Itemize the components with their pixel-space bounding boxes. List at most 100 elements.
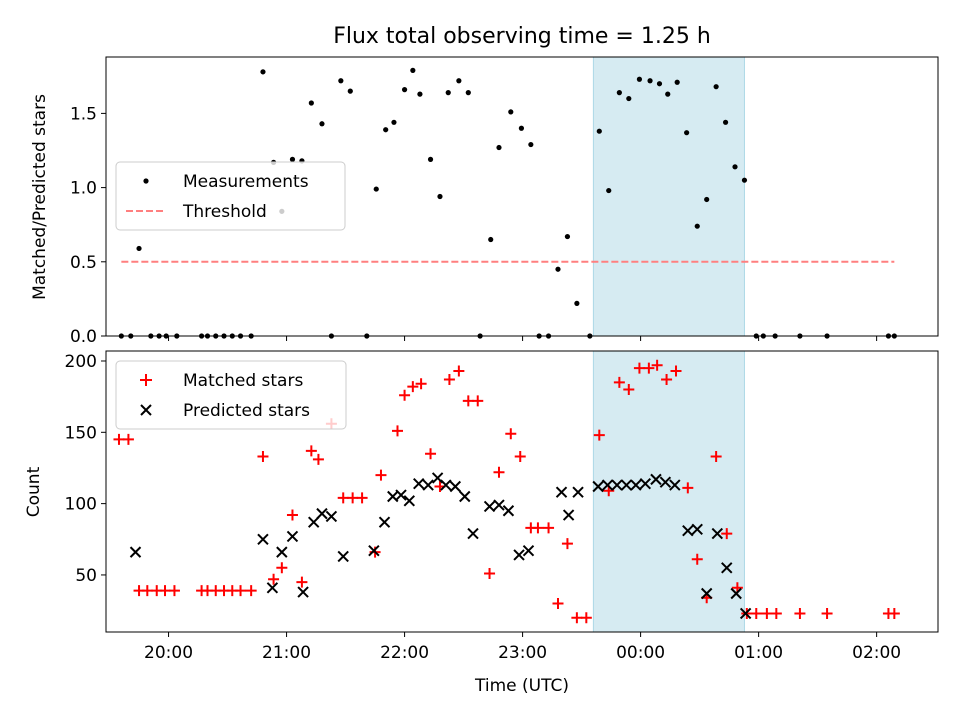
measurement-point (518, 125, 525, 131)
matched-stars-point (375, 469, 387, 481)
xtick-label: 20:00 (144, 643, 193, 663)
matched-stars-point (347, 492, 359, 504)
matched-stars-point (770, 607, 782, 619)
predicted-stars-point (650, 473, 662, 486)
legend-measurements-marker (143, 178, 149, 184)
measurement-point (417, 91, 423, 97)
matched-stars-point (305, 445, 317, 457)
x-axis-label: Time (UTC) (474, 676, 569, 696)
measurement-point (456, 78, 462, 84)
measurement-point (722, 119, 729, 125)
matched-stars-point (514, 451, 526, 463)
top-ytick-label: 0.0 (70, 327, 97, 347)
top-ytick-label: 1.0 (70, 179, 97, 199)
measurement-point (564, 233, 571, 240)
measurement-point (437, 193, 443, 200)
measurement-point (136, 245, 142, 252)
predicted-stars-point (572, 486, 584, 498)
predicted-stars-point (440, 479, 452, 491)
measurement-point (704, 196, 710, 203)
xtick-label: 02:00 (852, 643, 901, 663)
predicted-stars-point (682, 525, 694, 537)
legend-predicted-marker (140, 404, 152, 416)
bottom-legend: Matched stars Predicted stars (115, 360, 347, 430)
top-legend: Measurements Threshold (115, 161, 346, 231)
predicted-stars-point (129, 546, 142, 558)
top-ytick-label: 1.5 (70, 104, 97, 124)
predicted-stars-point (620, 479, 633, 491)
bottom-highlight-span (592, 350, 745, 633)
measurement-point (508, 109, 514, 115)
matched-stars-point (821, 607, 833, 619)
matched-stars-point (661, 374, 673, 386)
measurement-point (732, 164, 738, 170)
matched-stars-point (691, 553, 703, 565)
top-panel: 0.0 0.5 1.0 1.5 (70, 56, 939, 347)
measurement-point (741, 177, 748, 183)
measurement-point (555, 266, 561, 272)
matched-stars-point (356, 492, 368, 504)
bottom-ytick-label: 200 (65, 352, 97, 372)
predicted-stars-point (257, 533, 269, 545)
predicted-stars-point (276, 546, 288, 558)
matched-stars-point (268, 573, 280, 585)
matched-stars-point (245, 585, 257, 597)
predicted-stars-point (459, 490, 471, 503)
measurement-point (427, 156, 434, 162)
matched-stars-point (168, 585, 180, 597)
matched-stars-point (122, 433, 134, 445)
predicted-stars-point (316, 507, 328, 520)
matched-stars-point (710, 451, 722, 463)
measurement-point (401, 87, 408, 93)
matched-stars-point (159, 585, 171, 597)
predicted-stars-point (266, 582, 279, 594)
top-y-axis-label: Matched/Predicted stars (30, 94, 50, 300)
predicted-stars-point (337, 550, 349, 563)
measurement-point (647, 78, 653, 84)
predicted-stars-point (449, 480, 462, 493)
predicted-stars-point (422, 479, 434, 491)
matched-stars-point (593, 429, 605, 441)
legend-matched-marker (140, 374, 152, 386)
top-ytick-label: 0.5 (70, 253, 97, 273)
matched-stars-point (407, 381, 419, 393)
matched-stars-point (472, 395, 484, 407)
measurement-point (606, 187, 612, 194)
matched-stars-point (453, 365, 465, 377)
measurement-point (410, 67, 416, 73)
measurement-point (260, 69, 266, 75)
matched-stars-point (623, 384, 635, 396)
predicted-stars-point (700, 587, 713, 600)
measurement-point (445, 90, 451, 96)
predicted-stars-point (493, 499, 505, 511)
matched-stars-point (257, 451, 269, 463)
matched-stars-point (580, 612, 592, 624)
predicted-stars-point (739, 607, 752, 620)
matched-stars-point (613, 376, 625, 388)
matched-stars-point (391, 425, 403, 437)
matched-stars-point (296, 576, 308, 588)
predicted-stars-point (513, 549, 525, 561)
measurement-point (626, 95, 632, 102)
measurement-point (684, 130, 690, 136)
xtick-label: 01:00 (734, 643, 783, 663)
predicted-stars-point (413, 477, 425, 490)
matched-stars-point (276, 562, 288, 574)
measurement-point (596, 128, 602, 134)
matched-stars-point (543, 522, 555, 534)
matched-stars-point (750, 607, 762, 619)
matched-stars-point (425, 448, 437, 460)
predicted-stars-point (669, 479, 681, 491)
legend-measurements-label: Measurements (183, 172, 309, 192)
measurement-point (496, 144, 502, 151)
xtick-label: 22:00 (380, 643, 429, 663)
predicted-stars-point (555, 486, 568, 498)
measurement-point (713, 84, 719, 90)
predicted-stars-point (297, 586, 309, 598)
measurement-point (665, 91, 671, 97)
matched-stars-point (443, 374, 455, 386)
measurement-point (636, 76, 643, 82)
matched-stars-point (462, 395, 474, 407)
predicted-stars-point (691, 523, 703, 536)
matched-stars-point (532, 522, 544, 534)
